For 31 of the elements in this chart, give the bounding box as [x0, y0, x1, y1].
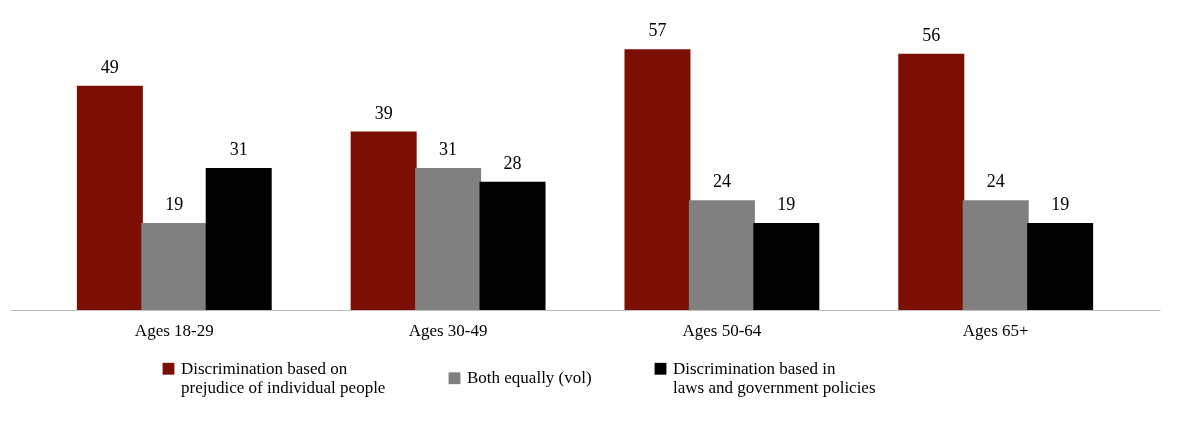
bar [76, 85, 143, 310]
legend-label: Discrimination based on prejudice of individual people [181, 358, 386, 397]
data-label: 19 [1051, 194, 1070, 215]
data-label: 24 [712, 171, 731, 192]
data-label: 57 [648, 20, 667, 41]
x-tick-label: Ages 18-29 [134, 320, 214, 340]
x-tick-label: Ages 30-49 [408, 320, 488, 340]
bar [962, 200, 1029, 310]
legend-label: Both equally (vol) [467, 368, 592, 388]
data-label: 39 [374, 102, 393, 123]
data-label: 56 [922, 24, 941, 45]
bar [1027, 223, 1094, 310]
data-label: 19 [165, 194, 184, 215]
data-label: 28 [503, 152, 522, 173]
bar [141, 223, 208, 310]
bar [753, 223, 820, 310]
bar [205, 168, 272, 310]
data-label: 31 [439, 139, 458, 160]
legend-label: Discrimination based in laws and government policies [673, 358, 876, 397]
bar [688, 200, 755, 310]
data-label: 24 [986, 171, 1005, 192]
bar [479, 181, 546, 310]
bar [898, 53, 965, 310]
bar [624, 49, 691, 310]
x-tick-label: Ages 65+ [962, 320, 1029, 340]
x-tick-label: Ages 50-64 [682, 320, 762, 340]
data-label: 19 [777, 194, 796, 215]
data-label: 49 [100, 56, 119, 77]
bar [415, 168, 482, 310]
bar [350, 131, 417, 310]
data-label: 31 [229, 139, 248, 160]
